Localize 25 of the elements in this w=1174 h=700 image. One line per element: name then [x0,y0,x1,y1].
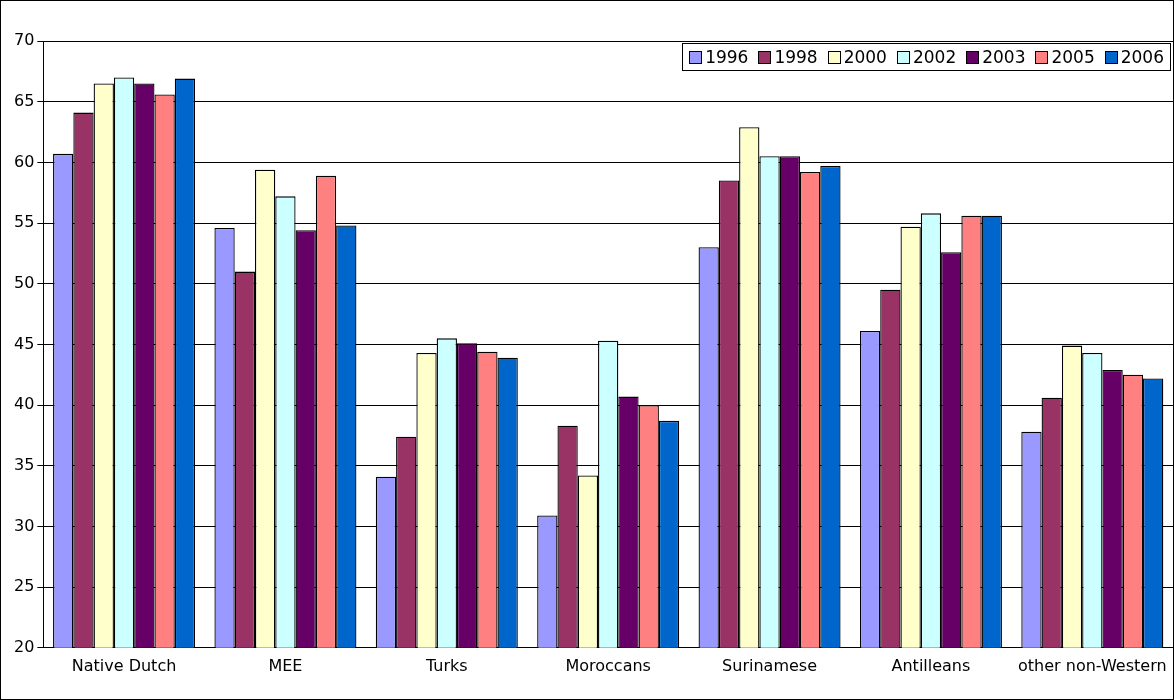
x-tick-label: Turks [424,655,468,675]
y-tick-label: 45 [14,333,35,353]
legend-label: 1996 [705,47,749,67]
legend-label: 2002 [912,47,957,67]
y-tick-label: 30 [14,515,35,535]
legend-label: 2003 [982,47,1026,67]
x-tick-label: Surinamese [722,655,817,675]
y-tick-label: 50 [14,272,35,292]
y-tick-label: 20 [14,636,35,656]
x-tick-label: Native Dutch [71,655,177,675]
legend-label: 2006 [1120,47,1164,67]
y-tick-label: 70 [14,30,35,50]
x-tick-label: other non-Western [1018,655,1167,675]
legend-label: 2000 [843,47,887,67]
legend-label: 1998 [774,47,818,67]
y-tick-label: 35 [14,454,35,474]
y-tick-label: 40 [14,394,35,414]
y-tick-label: 60 [14,151,35,171]
legend-label: 2005 [1051,47,1095,67]
x-tick-label: Antilleans [891,655,971,675]
y-tick-label: 25 [14,576,35,596]
x-tick-label: MEE [268,655,303,675]
x-tick-label: Moroccans [565,655,651,675]
y-tick-label: 65 [14,90,35,110]
y-tick-label: 55 [14,212,35,232]
